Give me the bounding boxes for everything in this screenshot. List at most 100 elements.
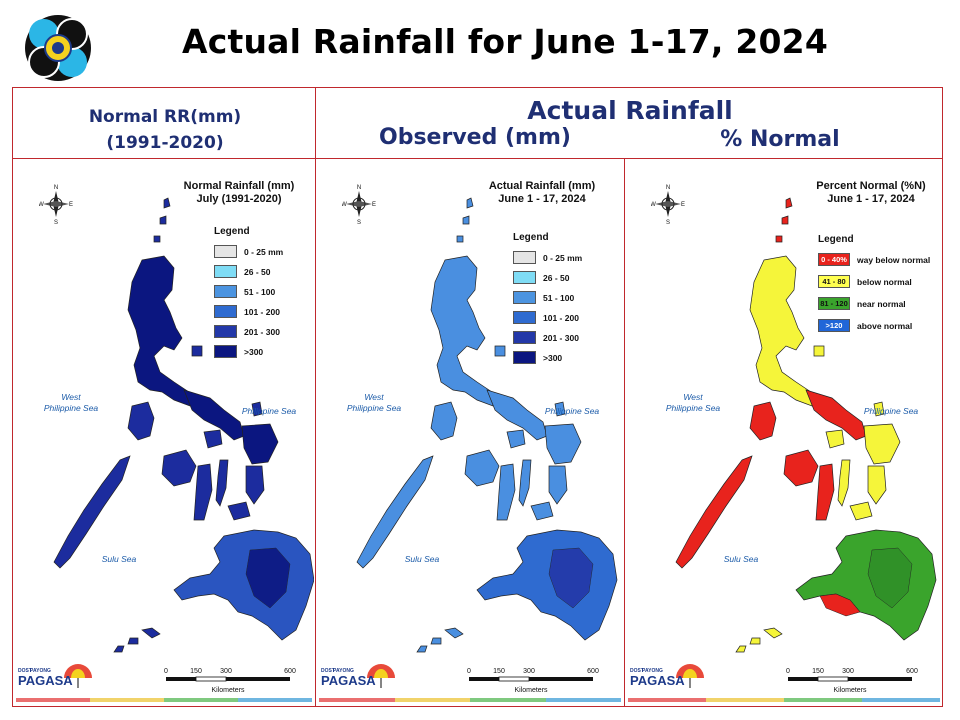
legend-item: 201 - 300 [214, 324, 280, 339]
island-samar [241, 423, 279, 465]
legend-label: 101 - 200 [244, 306, 280, 317]
legend-label: above normal [857, 320, 913, 331]
sea-label-philippine-sea: Philippine Sea [241, 406, 297, 416]
island-negros [496, 463, 516, 521]
legend-label: 51 - 100 [244, 286, 276, 297]
footer-stripe-segment [238, 698, 312, 702]
legend-swatch [513, 311, 536, 324]
legend-label: 26 - 50 [244, 266, 271, 277]
island-mindanao-core [867, 547, 913, 609]
legend-swatch: >120 [818, 319, 850, 332]
svg-text:S: S [357, 220, 361, 226]
pagasa-logo-icon [25, 15, 91, 81]
svg-text:0: 0 [164, 668, 168, 675]
footer-stripe-segment [628, 698, 706, 702]
svg-text:600: 600 [587, 668, 599, 675]
svg-text:W: W [39, 202, 44, 208]
map-title-line2: July (1991-2020) [196, 193, 282, 205]
slide-title: Actual Rainfall for June 1-17, 2024 [181, 22, 829, 61]
sea-label-sulu-sea: Sulu Sea [404, 554, 440, 564]
island-leyte [548, 465, 568, 505]
svg-text:PAYONG: PAYONG [30, 668, 51, 674]
island-bicol [486, 389, 548, 441]
sea-label-sulu-sea: Sulu Sea [723, 554, 759, 564]
island-catanduanes [251, 401, 263, 417]
legend-label: 0 - 25 mm [244, 246, 284, 257]
map-title-line1: Percent Normal (%N) [816, 180, 926, 192]
island-mindanao-core [245, 547, 291, 609]
svg-text:S: S [54, 220, 58, 226]
island-cebu [518, 459, 532, 507]
island-palawan [356, 455, 434, 569]
legend-label: 101 - 200 [543, 312, 579, 323]
island-sulu-islands [416, 627, 464, 653]
island-cebu [215, 459, 229, 507]
normal-rr-header-line2: (1991-2020) [106, 133, 224, 153]
island-mindoro [749, 401, 777, 441]
compass-rose-icon: N S W E [342, 185, 376, 226]
legend-swatch [214, 265, 237, 278]
svg-text:DOST: DOST [630, 668, 644, 674]
legend-item: >300 [214, 344, 263, 359]
svg-text:Kilometers: Kilometers [211, 687, 245, 694]
map-title: Actual Rainfall (mm) June 1 - 17, 2024 [477, 180, 607, 206]
island-masbate [203, 429, 223, 449]
island-bohol [227, 501, 251, 521]
legend-item: 0 - 25 mm [214, 244, 283, 259]
legend-label: >300 [244, 346, 264, 357]
island-masbate [825, 429, 845, 449]
island-sulu-islands [113, 627, 161, 653]
island-polillo [813, 345, 825, 357]
svg-text:W: W [342, 202, 347, 208]
svg-text:E: E [69, 202, 73, 208]
legend-swatch: 81 - 120 [818, 297, 850, 310]
legend-swatch [214, 245, 237, 258]
legend-label: way below normal [857, 254, 931, 265]
legend-item: 101 - 200 [214, 304, 280, 319]
legend-item: 0 - 25 mm [513, 250, 582, 265]
svg-text:0: 0 [786, 668, 790, 675]
svg-text:150: 150 [493, 668, 505, 675]
legend-item: 51 - 100 [513, 290, 574, 305]
island-mindanao [476, 529, 618, 641]
header-divider [12, 158, 943, 159]
footer-stripe-segment [545, 698, 621, 702]
island-batanes [153, 197, 171, 243]
svg-text:N: N [357, 185, 361, 191]
svg-text:Kilometers: Kilometers [833, 687, 867, 694]
observed-header: Observed (mm) [379, 125, 571, 150]
svg-text:S: S [666, 220, 670, 226]
legend-swatch [513, 291, 536, 304]
svg-text:PAYONG: PAYONG [333, 668, 354, 674]
sea-label-philippine-sea: Philippine Sea [863, 406, 919, 416]
legend-item: 41 - 80 below normal [818, 274, 912, 289]
island-samar [544, 423, 582, 465]
svg-text:Kilometers: Kilometers [514, 687, 548, 694]
svg-text:300: 300 [220, 668, 232, 675]
map-title-line2: June 1 - 17, 2024 [498, 193, 586, 205]
island-bohol [849, 501, 873, 521]
island-bicol [805, 389, 867, 441]
svg-text:PAGASA: PAGASA [18, 673, 73, 688]
legend-swatch [513, 271, 536, 284]
legend-item: 201 - 300 [513, 330, 579, 345]
legend-swatch: 0 - 40% [818, 253, 850, 266]
legend-item: 26 - 50 [513, 270, 569, 285]
scale-bar: 0 150 300 600 Kilometers [786, 668, 918, 694]
island-catanduanes [554, 401, 566, 417]
legend-swatch [214, 305, 237, 318]
svg-text:300: 300 [842, 668, 854, 675]
svg-text:600: 600 [906, 668, 918, 675]
legend-swatch [214, 345, 237, 358]
actual-rainfall-header: Actual Rainfall [527, 96, 733, 125]
svg-text:E: E [372, 202, 376, 208]
legend-label: 201 - 300 [543, 332, 579, 343]
svg-text:150: 150 [190, 668, 202, 675]
island-masbate [506, 429, 526, 449]
island-mindoro [430, 401, 458, 441]
svg-text:PAGASA: PAGASA [321, 673, 376, 688]
svg-text:W: W [651, 202, 656, 208]
legend-label: >300 [543, 352, 563, 363]
legend-item: >120 above normal [818, 318, 912, 333]
